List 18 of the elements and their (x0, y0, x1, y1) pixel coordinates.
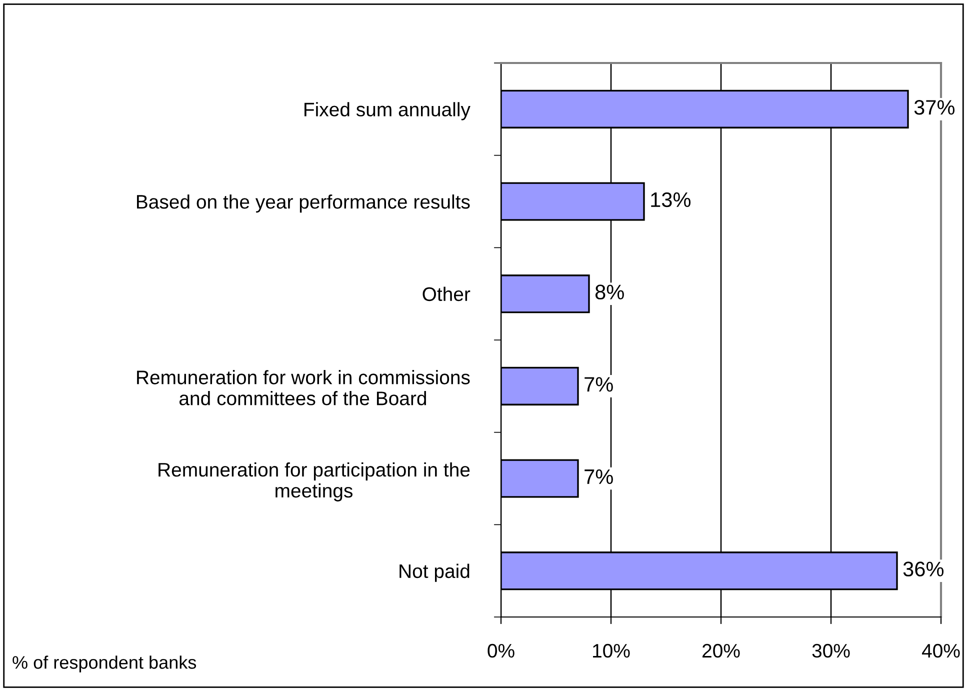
y-tick-label: Based on the year performance results (137, 194, 470, 213)
y-tick-label: Not paid (400, 564, 470, 582)
y-tick-label: Remuneration for participation in the meetings (158, 462, 470, 502)
x-tick-label: 40% (922, 644, 960, 658)
data-label: 8% (595, 284, 624, 300)
y-tick-label: Fixed sum annually (304, 102, 470, 120)
data-label: 13% (651, 192, 691, 208)
x-tick-label: 20% (702, 644, 740, 658)
x-tick-label: 0% (488, 644, 514, 658)
y-tick-label: Remuneration for work in commissions and committees of the Board (137, 370, 470, 406)
text: % of respondent banks (12, 656, 196, 672)
data-label: 37% (914, 100, 955, 115)
x-tick-label: 10% (593, 644, 630, 658)
data-label: 7% (584, 377, 613, 392)
y-tick-label: Other (422, 286, 470, 302)
data-label: 36% (903, 562, 944, 576)
data-label: 7% (584, 469, 613, 484)
x-tick-label: 30% (812, 644, 850, 658)
